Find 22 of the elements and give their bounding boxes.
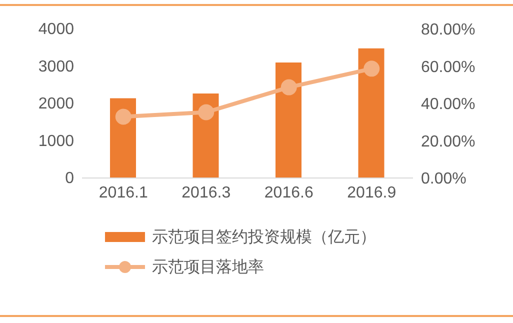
bar <box>276 62 302 178</box>
x-tick-label: 2016.6 <box>264 184 314 202</box>
x-tick-label: 2016.3 <box>182 184 231 202</box>
y2-tick-label: 20.00% <box>421 133 476 150</box>
point <box>115 108 132 125</box>
y-tick-label: 4000 <box>38 21 74 38</box>
point <box>198 104 214 120</box>
y-tick-label: 2000 <box>38 96 74 112</box>
y2-tick-label: 40.00% <box>421 96 476 114</box>
x-tick-label: 2016.1 <box>98 184 148 202</box>
point <box>364 60 380 77</box>
legend-label: 示范项目落地率 <box>152 258 264 278</box>
x-tick-label: 2016.9 <box>347 184 396 202</box>
y2-tick-label: 80.00% <box>421 22 476 39</box>
y2-tick-label: 60.00% <box>421 58 476 76</box>
y-tick-label: 3000 <box>38 58 74 76</box>
point <box>280 79 297 96</box>
y-tick-label: 0 <box>65 170 74 187</box>
bar <box>358 48 384 178</box>
legend-label: 示范项目签约投资规模（亿元） <box>152 228 376 248</box>
y-tick-label: 1000 <box>38 132 74 150</box>
y2-tick-label: 0.00% <box>421 170 466 188</box>
